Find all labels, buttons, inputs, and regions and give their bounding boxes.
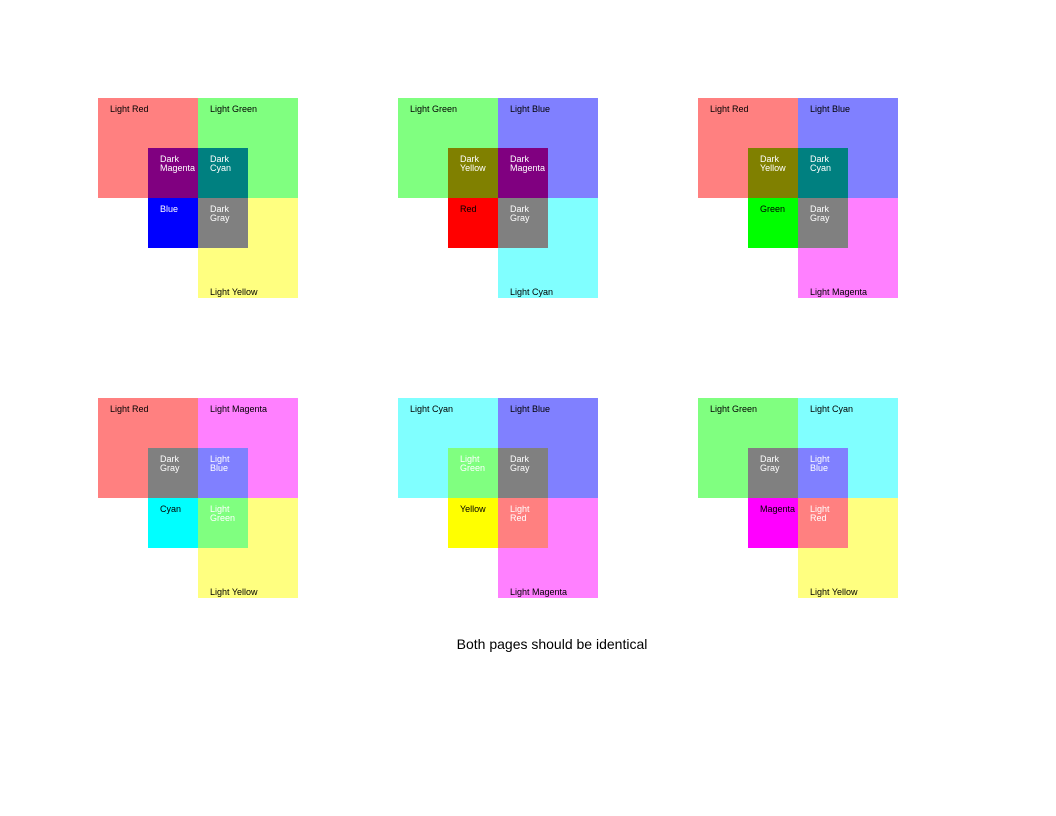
inner-square-top-left: Dark Yellow: [448, 148, 498, 198]
inner-square-top-right: Dark Cyan: [798, 148, 848, 198]
inner-square-top-left: Dark Gray: [748, 448, 798, 498]
square-bottom-right-label: Light Yellow: [210, 587, 258, 597]
inner-square-top-right: Dark Cyan: [198, 148, 248, 198]
inner-square-top-right: Dark Gray: [498, 448, 548, 498]
caption-text: Both pages should be identical: [456, 636, 648, 652]
color-panel-1: Light Red Light Green Light Yellow Dark …: [98, 98, 298, 298]
inner-square-top-right: Light Blue: [198, 448, 248, 498]
inner-square-bottom-left: Cyan: [148, 498, 198, 548]
inner-square-top-left: Light Green: [448, 448, 498, 498]
inner-square-bottom-right: Light Red: [798, 498, 848, 548]
square-bottom-right-label: Light Cyan: [510, 287, 554, 297]
inner-square-top-right: Dark Magenta: [498, 148, 548, 198]
inner-square-bottom-right: Light Green: [198, 498, 248, 548]
inner-square-bottom-left: Blue: [148, 198, 198, 248]
square-bottom-right-label: Light Magenta: [810, 287, 868, 297]
inner-square-bottom-right: Dark Gray: [798, 198, 848, 248]
inner-square-top-left: Dark Gray: [148, 448, 198, 498]
inner-square-bottom-left: Red: [448, 198, 498, 248]
inner-square-top-right: Light Blue: [798, 448, 848, 498]
inner-square-bottom-right: Dark Gray: [498, 198, 548, 248]
inner-square-bottom-left: Magenta: [748, 498, 798, 548]
square-bottom-right: Light Cyan: [498, 198, 598, 298]
inner-square-bottom-right: Dark Gray: [198, 198, 248, 248]
square-bottom-right-label: Light Yellow: [210, 287, 258, 297]
color-panel-6: Light Green Light Cyan Light Yellow Dark…: [698, 398, 898, 598]
color-panel-2: Light Green Light Blue Light Cyan Dark Y…: [398, 98, 598, 298]
color-panel-5: Light Cyan Light Blue Light Magenta Ligh…: [398, 398, 598, 598]
square-bottom-right-label: Light Yellow: [810, 587, 858, 597]
inner-square-bottom-left: Yellow: [448, 498, 498, 548]
inner-square-top-left: Dark Magenta: [148, 148, 198, 198]
color-panel-4: Light Red Light Magenta Light Yellow Dar…: [98, 398, 298, 598]
inner-square-top-left: Dark Yellow: [748, 148, 798, 198]
inner-square-bottom-left: Green: [748, 198, 798, 248]
color-panel-3: Light Red Light Blue Light Magenta Dark …: [698, 98, 898, 298]
inner-square-bottom-right: Light Red: [498, 498, 548, 548]
square-bottom-right-label: Light Magenta: [510, 587, 568, 597]
